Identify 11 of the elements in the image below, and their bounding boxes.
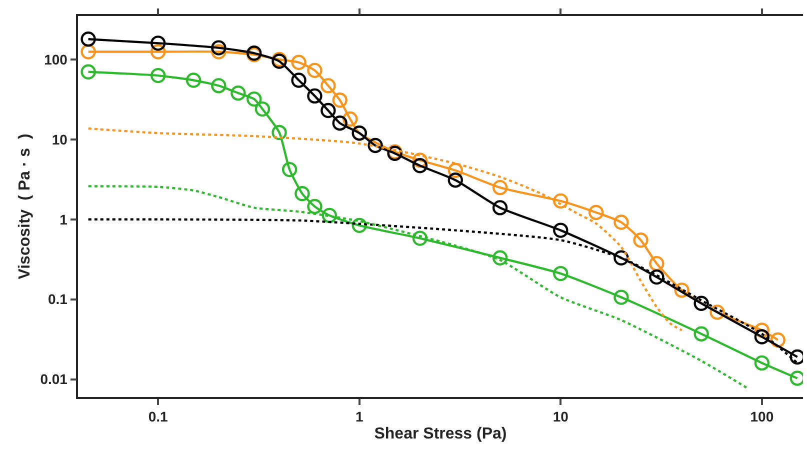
x-tick-label: 1 [355, 408, 364, 425]
x-tick-label: 0.1 [148, 408, 168, 425]
y-axis-title: Viscosity ( Pa · s ) [16, 134, 34, 280]
y-tick-label: 1 [60, 211, 68, 228]
y-tick-label: 100 [44, 51, 68, 68]
y-tick-label: 0.01 [40, 371, 68, 388]
y-tick-label: 0.1 [48, 291, 68, 308]
y-tick-label: 10 [52, 131, 68, 148]
x-axis-title: Shear Stress (Pa) [374, 426, 507, 443]
x-tick-label: 100 [750, 408, 774, 425]
x-tick-label: 10 [552, 408, 569, 425]
